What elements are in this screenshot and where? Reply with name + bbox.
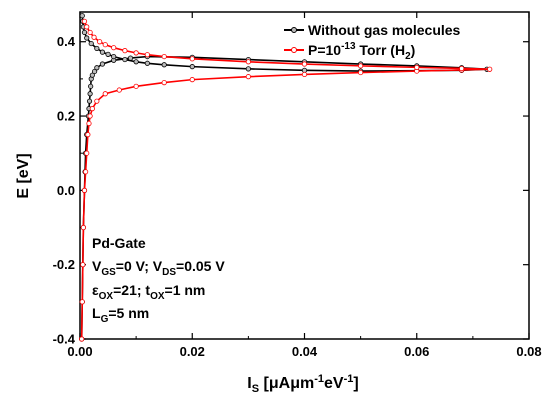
series-point-1: [84, 24, 90, 30]
series-point-1: [189, 56, 195, 62]
series-point-0: [111, 53, 117, 60]
annotation-line-bias: VGS=0 V; VDS=0.05 V: [92, 258, 225, 278]
series-point-0: [86, 98, 93, 104]
series-point-0: [94, 65, 100, 71]
series-point-1: [122, 48, 128, 54]
y-tick-label: 0.0: [57, 183, 75, 198]
axis-ticks: 0.00 0.02 0.04 0.06 0.08 -0.4 -0.2 0.0 0.2 0.4: [53, 12, 542, 359]
series-point-0: [161, 62, 167, 68]
series-point-0: [84, 35, 90, 41]
x-tick-label: 0.00: [67, 344, 92, 359]
series-point-1: [87, 113, 93, 119]
series-point-1: [133, 50, 139, 56]
series-point-1: [97, 39, 103, 45]
series-point-1: [87, 29, 93, 36]
annotation-line-gate: Pd-Gate: [92, 235, 146, 251]
y-tick-label: -0.4: [53, 332, 76, 347]
series-point-1: [301, 61, 308, 67]
series-point-1: [144, 52, 150, 58]
series-point-0: [122, 56, 128, 63]
series-point-1: [80, 224, 86, 231]
series-point-1: [81, 18, 88, 24]
series-point-1: [245, 74, 251, 80]
series-point-1: [79, 336, 85, 342]
series-point-0: [81, 29, 88, 36]
legend-label-h2: P=10-13 Torr (H2): [308, 41, 415, 62]
series-point-0: [87, 91, 93, 97]
legend-entry-without-gas: Without gas molecules: [284, 22, 461, 38]
series-point-1: [245, 59, 251, 65]
legend-entry-h2: P=10-13 Torr (H2): [284, 41, 415, 62]
y-axis-title: E [eV]: [15, 153, 32, 198]
series-point-1: [133, 83, 139, 89]
series-point-1: [85, 132, 91, 138]
series-point-1: [83, 169, 89, 175]
series-point-0: [189, 64, 195, 70]
series-point-1: [89, 106, 95, 112]
series-point-1: [81, 187, 88, 193]
series-point-0: [88, 40, 94, 47]
series-point-1: [358, 63, 364, 69]
series-point-1: [301, 71, 308, 78]
series-point-1: [459, 65, 465, 72]
series-point-0: [127, 55, 134, 61]
x-axis-title: IS [μAμm-1eV-1]: [247, 373, 358, 395]
series-point-1: [487, 66, 493, 72]
series-point-1: [358, 69, 364, 76]
series-point-1: [161, 53, 167, 60]
series-point-1: [102, 42, 108, 48]
series-point-0: [89, 72, 95, 78]
series-point-0: [105, 51, 111, 57]
legend: Without gas molecules P=10-13 Torr (H2): [284, 22, 461, 62]
x-tick-label: 0.06: [404, 344, 429, 359]
series-point-1: [86, 120, 92, 127]
series-point-1: [116, 87, 122, 93]
annotation-line-oxide: εOX=21; tOX=1 nm: [92, 282, 205, 302]
series-point-1: [189, 77, 195, 83]
series-point-0: [88, 83, 94, 89]
device-parameters-annotation: Pd-Gate VGS=0 V; VDS=0.05 V εOX=21; tOX=1 …: [92, 235, 225, 325]
series-point-0: [91, 68, 98, 75]
x-tick-label: 0.04: [292, 344, 318, 359]
series-point-1: [111, 45, 117, 51]
y-tick-label: -0.2: [53, 257, 75, 272]
series-point-1: [414, 64, 420, 70]
series-line-1: [80, 20, 491, 340]
series-point-1: [161, 80, 167, 86]
series-point-1: [102, 91, 108, 97]
y-tick-label: 0.4: [57, 34, 76, 49]
series-point-0: [99, 49, 106, 55]
series-point-1: [94, 98, 100, 104]
series-point-0: [144, 60, 150, 66]
series-point-0: [94, 45, 100, 52]
annotation-line-length: LG=5 nm: [92, 305, 149, 325]
y-tick-label: 0.2: [57, 109, 75, 124]
series-point-1: [84, 150, 90, 156]
series-point-0: [133, 59, 139, 65]
x-tick-label: 0.08: [516, 344, 541, 359]
series-point-0: [245, 66, 251, 72]
series-point-1: [79, 299, 85, 305]
series-point-0: [79, 13, 85, 19]
series-layer: [79, 13, 493, 342]
legend-label-without-gas: Without gas molecules: [308, 22, 461, 38]
series-point-1: [91, 34, 97, 40]
x-tick-label: 0.02: [180, 344, 205, 359]
series-point-0: [99, 61, 106, 67]
series-point-1: [80, 262, 86, 268]
